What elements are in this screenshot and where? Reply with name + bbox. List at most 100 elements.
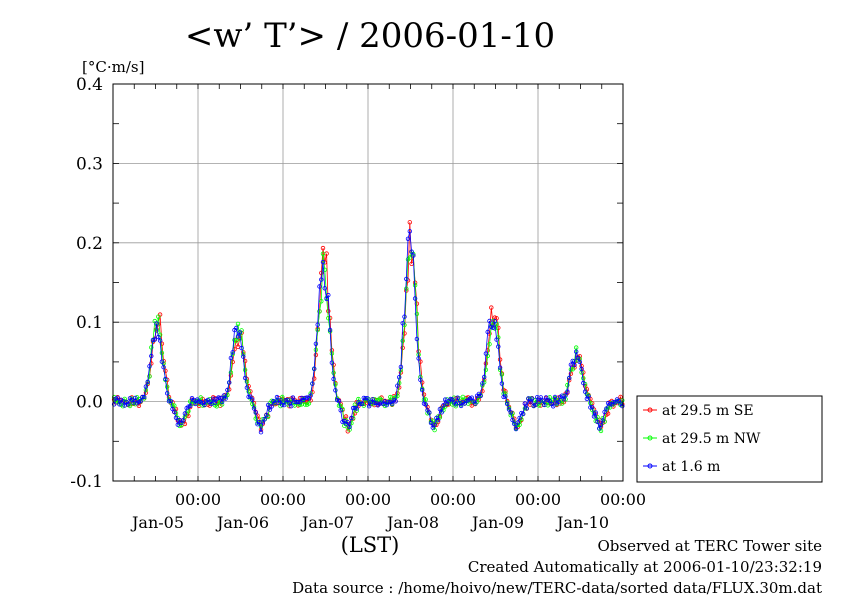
data-point	[423, 397, 428, 402]
legend: at 29.5 m SE at 29.5 m NW at 1.6 m	[636, 395, 823, 483]
data-point	[182, 411, 188, 416]
data-point	[565, 389, 570, 394]
data-point	[407, 229, 412, 234]
data-point	[235, 344, 241, 349]
data-point	[496, 344, 501, 349]
data-point	[489, 305, 494, 310]
chart-title: <w’ T’> / 2006-01-10	[185, 16, 555, 56]
data-point	[473, 401, 478, 406]
data-point	[400, 338, 405, 343]
x-tick-date: Jan-09	[470, 513, 524, 532]
data-point	[241, 354, 246, 359]
data-point	[574, 349, 579, 354]
data-point	[591, 414, 597, 419]
data-point	[503, 394, 508, 399]
data-point	[480, 389, 485, 394]
data-point	[607, 402, 613, 407]
data-point	[414, 311, 420, 317]
data-point	[141, 394, 147, 400]
data-point	[499, 381, 505, 386]
data-point	[164, 391, 170, 396]
data-point	[125, 402, 131, 407]
data-point	[395, 383, 400, 388]
x-tick-date: Jan-06	[215, 513, 269, 532]
data-point	[568, 371, 574, 376]
data-point	[264, 413, 269, 418]
data-point	[478, 393, 483, 399]
data-point	[577, 359, 582, 365]
y-tick-label: -0.1	[70, 472, 103, 492]
data-point	[333, 382, 338, 387]
grid	[112, 83, 624, 482]
data-point	[283, 398, 288, 403]
data-point	[336, 403, 342, 408]
data-point	[345, 420, 350, 425]
data-point	[412, 283, 418, 288]
data-point	[326, 292, 331, 298]
data-point	[319, 270, 324, 276]
data-point	[570, 367, 575, 372]
data-point	[490, 325, 496, 330]
data-point	[513, 426, 519, 432]
x-axis-label: (LST)	[341, 533, 400, 557]
y-tick-label: 0.3	[76, 154, 103, 174]
data-point	[372, 400, 377, 405]
data-point	[251, 406, 257, 411]
footer-site: Observed at TERC Tower site	[597, 537, 822, 555]
data-point	[540, 398, 545, 403]
data-point	[230, 350, 235, 355]
data-point	[579, 366, 584, 372]
data-point	[416, 356, 421, 361]
data-point	[253, 410, 258, 415]
data-point	[138, 398, 143, 404]
data-point	[510, 417, 515, 423]
data-point	[147, 364, 152, 369]
data-point	[233, 338, 239, 343]
data-point	[352, 405, 358, 411]
y-tick-label: 0.1	[76, 313, 103, 333]
data-point	[503, 391, 508, 396]
data-point	[547, 398, 552, 404]
data-point	[149, 353, 154, 359]
data-point	[111, 402, 117, 407]
data-point	[246, 394, 251, 399]
data-point	[400, 321, 405, 326]
data-point	[494, 337, 499, 342]
data-point	[365, 396, 370, 401]
data-point	[460, 394, 466, 400]
data-point	[168, 398, 173, 404]
data-point	[423, 402, 428, 407]
data-point	[147, 374, 152, 379]
data-point	[359, 401, 365, 406]
data-point	[563, 393, 568, 398]
data-point	[327, 327, 333, 333]
data-point	[150, 337, 156, 343]
data-point	[432, 422, 437, 427]
data-point	[239, 345, 244, 351]
data-point	[512, 421, 517, 427]
data-point	[595, 419, 600, 424]
data-point	[590, 405, 595, 410]
data-point	[320, 245, 326, 251]
data-point	[393, 399, 398, 404]
data-point	[483, 351, 489, 356]
data-point	[407, 220, 412, 225]
data-point	[258, 424, 264, 429]
data-point	[483, 361, 489, 366]
data-point	[143, 384, 149, 389]
data-point	[469, 395, 474, 400]
data-point	[212, 400, 218, 405]
data-point	[480, 381, 485, 386]
data-point	[296, 399, 301, 405]
data-point	[228, 355, 234, 361]
data-point	[435, 417, 441, 423]
data-point	[140, 394, 145, 400]
data-point	[598, 422, 604, 428]
data-point	[237, 330, 242, 335]
data-point	[349, 415, 354, 421]
series-lines	[111, 220, 625, 435]
data-point	[517, 415, 522, 421]
data-point	[280, 394, 285, 400]
data-point	[244, 385, 250, 390]
data-point	[310, 381, 315, 386]
